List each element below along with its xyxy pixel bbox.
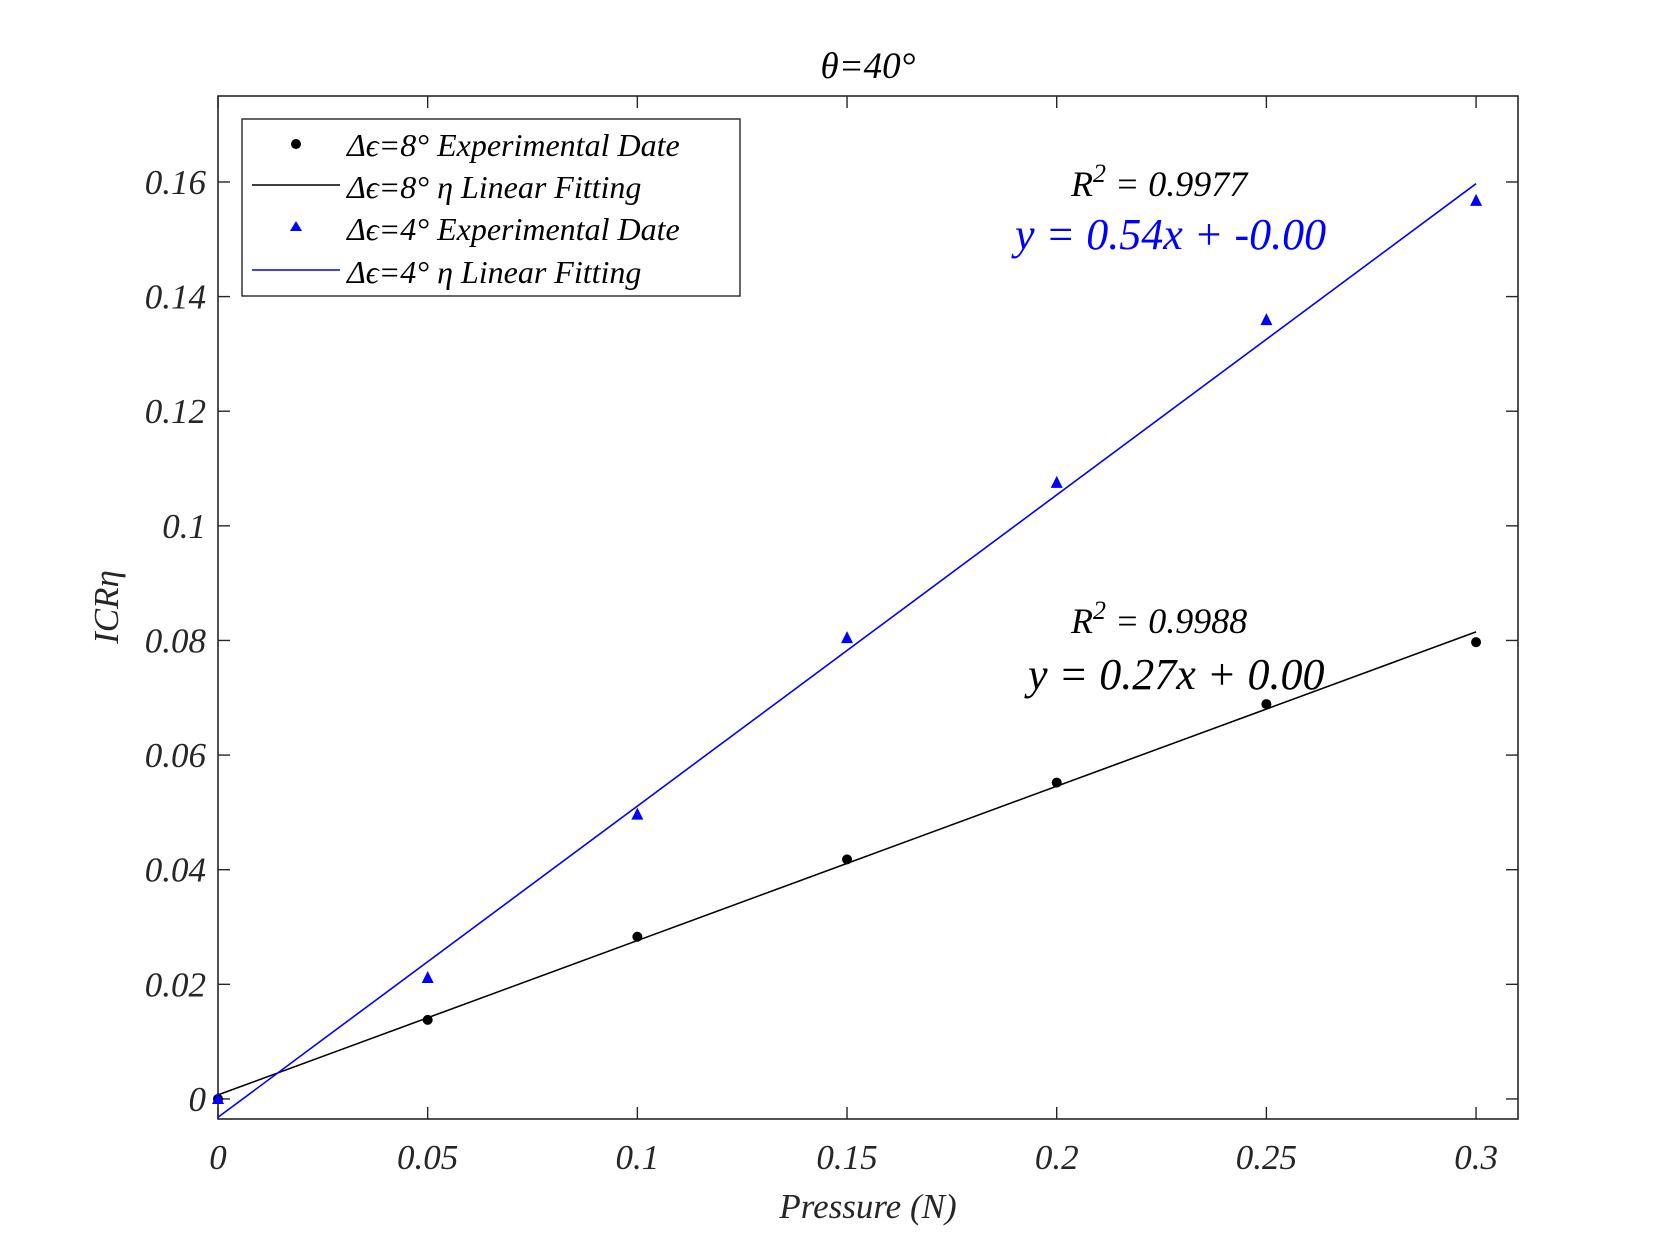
tick-labels: 0 0.05 0.1 0.15 0.2 0.25 0.3 0 0.02 0.04 0.06 0.08 0… [145,163,1498,1177]
y-tick-label: 0.02 [145,965,206,1004]
equation-annotation-black-fit: y = 0.27x + 0.00 [1024,650,1324,699]
data-point-triangle [1050,475,1063,488]
data-point-circle [1471,637,1482,648]
y-tick-label: 0.08 [145,621,207,660]
x-tick-label: 0.15 [816,1138,877,1177]
x-tick-label: 0.05 [397,1138,458,1177]
legend-entry-3: Δϵ=4° Experimental Date [345,211,680,247]
chart-title: θ=40° [821,46,916,87]
x-tick-label: 0.2 [1035,1138,1079,1177]
data-point-circle [1051,777,1062,788]
data-point-triangle [631,807,644,820]
y-tick-label: 0.1 [162,507,206,546]
y-tick-label: 0.16 [145,163,207,202]
fit-line-series-3 [217,183,1477,1118]
data-point-triangle [212,1091,224,1104]
legend-entry-4: Δϵ=4° η Linear Fitting [345,254,641,290]
legend: Δϵ=8° Experimental Date Δϵ=8° η Linear F… [241,118,741,297]
legend-marker-black-dot [291,139,301,149]
y-tick-label: 0.06 [145,736,207,775]
data-point-circle [842,854,853,865]
y-tick-label: 0.04 [145,851,206,890]
data-point-triangle [1470,193,1483,206]
y-axis-label: ICRη [87,570,126,645]
r2-annotation-black-fit: R2 = 0.9988 [1070,596,1247,641]
legend-marker-blue-triangle [290,221,302,231]
r2-annotation-blue-fit: R2 = 0.9977 [1070,159,1249,204]
x-tick-label: 0.25 [1236,1138,1297,1177]
data-point-circle [422,1014,433,1025]
data-point-triangle [421,971,434,984]
y-tick-label: 0 [189,1080,207,1119]
ticks [217,96,1518,1119]
data-point-triangle [841,631,854,644]
legend-box [241,118,741,297]
x-tick-label: 0.3 [1454,1138,1498,1177]
data-point-circle [1261,699,1272,710]
y-tick-label: 0.12 [145,392,206,431]
legend-entry-1: Δϵ=8° Experimental Date [345,127,680,163]
data-point-triangle [1260,313,1273,326]
x-axis-label: Pressure (N) [778,1187,956,1226]
equation-annotation-blue-fit: y = 0.54x + -0.00 [1011,210,1326,259]
plot-area [217,95,1519,1120]
legend-entry-2: Δϵ=8° η Linear Fitting [345,169,641,205]
y-tick-label: 0.14 [145,278,206,317]
data-markers [212,193,1483,1104]
x-tick-label: 0.1 [615,1138,659,1177]
data-point-circle [632,931,643,942]
x-tick-label: 0 [209,1138,227,1177]
